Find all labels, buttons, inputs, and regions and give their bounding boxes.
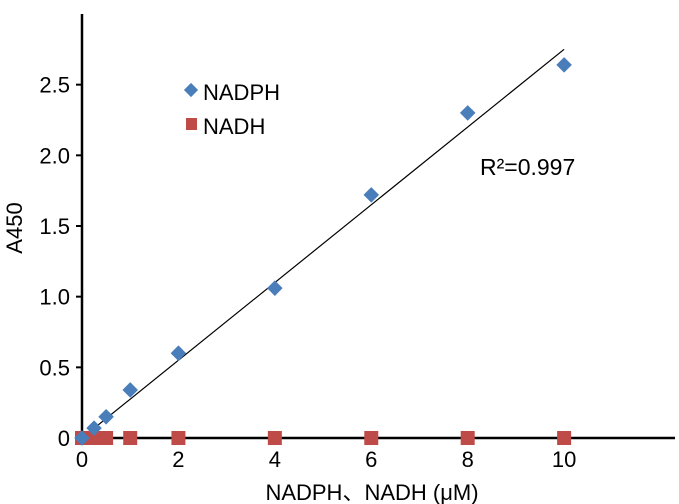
legend-marker-nadh <box>186 118 197 130</box>
nadh-point <box>171 431 186 445</box>
y-tick-label: 2.0 <box>39 143 70 168</box>
y-tick-label: 2.5 <box>39 73 70 98</box>
nadph-point <box>556 57 572 73</box>
nadh-point <box>460 431 475 445</box>
x-tick-label: 8 <box>462 447 474 472</box>
legend-label-nadph: NADPH <box>203 80 280 105</box>
y-tick-label: 1.0 <box>39 285 70 310</box>
y-tick-label: 0.5 <box>39 355 70 380</box>
data-marks <box>74 57 572 446</box>
nadh-point <box>557 431 572 445</box>
y-tick-label: 1.5 <box>39 214 70 239</box>
y-tick-label: 0 <box>58 426 70 451</box>
legend-marker-nadph <box>183 82 199 98</box>
nadh-point <box>87 431 102 445</box>
nadph-point <box>267 280 283 296</box>
axes: 0 0.5 1.0 1.5 2.0 2.5 0 2 4 6 8 10 <box>39 14 675 472</box>
x-axis-label: NADPH、NADH (μM) <box>265 480 478 504</box>
nadph-point <box>459 105 476 121</box>
nadh-point <box>364 431 379 445</box>
r-squared-annotation: R²=0.997 <box>480 154 575 180</box>
trendline <box>81 48 565 439</box>
nadph-point <box>363 187 380 203</box>
nadph-point <box>170 345 187 361</box>
nadh-point <box>267 431 282 445</box>
legend-label-nadh: NADH <box>203 114 265 139</box>
x-tick-label: 6 <box>365 447 377 472</box>
x-tick-label: 10 <box>552 447 576 472</box>
legend: NADPH NADH <box>183 80 280 139</box>
nadh-point <box>123 431 138 445</box>
y-axis-label: A450 <box>2 202 27 253</box>
x-tick-label: 2 <box>172 447 184 472</box>
x-tick-label: 0 <box>76 447 88 472</box>
nadh-point <box>99 431 114 445</box>
x-tick-label: 4 <box>269 447 281 472</box>
